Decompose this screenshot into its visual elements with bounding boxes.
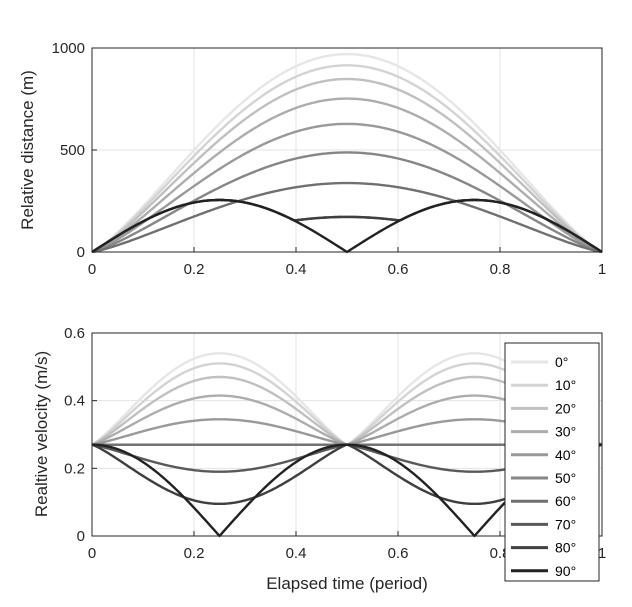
x-tick-label: 0 (88, 545, 96, 562)
legend-entry-label: 10° (555, 377, 576, 393)
y-tick-label: 0.6 (64, 325, 85, 342)
distance-tick-labels: 0 0.2 0.4 0.6 0.8 1 0 500 1000 (52, 40, 607, 278)
y-tick-label: 0 (77, 528, 85, 545)
series-line-10deg (91, 64, 603, 254)
distance-chart: 0 0.2 0.4 0.6 0.8 1 0 500 1000 Relative distance… (18, 40, 606, 278)
series-line-50deg (91, 151, 603, 254)
y-tick-label: 0.2 (64, 460, 85, 477)
series-line-20deg (91, 77, 603, 254)
x-tick-label: 0.8 (490, 261, 511, 278)
x-tick-label: 0.6 (388, 545, 409, 562)
y-tick-label: 500 (60, 142, 85, 159)
distance-y-axis-label: Relative distance (m) (18, 70, 37, 230)
y-tick-label: 0 (77, 244, 85, 261)
x-tick-label: 1 (598, 545, 606, 562)
legend-entry-label: 90° (555, 563, 576, 579)
legend-entry-label: 50° (555, 470, 576, 486)
x-tick-label: 0.6 (388, 261, 409, 278)
series-line-30deg (91, 97, 603, 254)
distance-axes-box (91, 47, 603, 253)
x-tick-label: 0.4 (286, 545, 307, 562)
x-tick-label: 0.4 (286, 261, 307, 278)
y-tick-label: 0.4 (64, 393, 85, 410)
legend-entry-label: 0° (555, 354, 568, 370)
legend-entry-label: 60° (555, 493, 576, 509)
x-axis-label: Elapsed time (period) (266, 574, 428, 593)
series-line-60deg (91, 181, 603, 254)
x-tick-label: 0.2 (184, 261, 205, 278)
x-tick-label: 0 (88, 261, 96, 278)
legend-entry-label: 30° (555, 424, 576, 440)
legend-box (504, 342, 600, 582)
velocity-axes-box (91, 332, 603, 537)
series-line-40deg (91, 122, 603, 254)
legend-entry-label: 80° (555, 540, 576, 556)
y-tick-label: 1000 (52, 40, 85, 57)
legend-entry-label: 70° (555, 516, 576, 532)
x-tick-label: 1 (598, 261, 606, 278)
legend: 0° 10° 20° 30° 40° 50° 60° 70° 80° 90° (504, 342, 600, 582)
legend-entry-label: 40° (555, 447, 576, 463)
series-line-0deg (91, 52, 603, 254)
legend-entry-label: 20° (555, 400, 576, 416)
x-tick-label: 0.2 (184, 545, 205, 562)
velocity-y-axis-label: Realtive velocity (m/s) (32, 351, 51, 517)
